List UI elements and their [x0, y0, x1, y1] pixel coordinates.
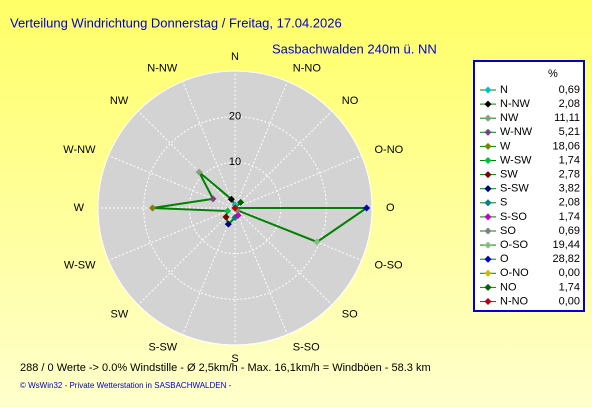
legend-marker — [484, 86, 492, 94]
direction-label: W-NW — [63, 144, 96, 156]
legend-marker — [484, 269, 492, 277]
marker — [224, 207, 232, 215]
direction-label: S — [231, 353, 238, 365]
legend-label: W-NW — [500, 126, 533, 138]
legend-value: 18,06 — [552, 140, 580, 152]
legend-marker — [484, 156, 492, 165]
legend-label: W-SW — [500, 154, 532, 166]
marker — [363, 204, 371, 212]
legend-label: N — [500, 84, 508, 96]
footer: 288 / 0 Werte -> 0.0% Windstille - Ø 2,5… — [20, 362, 431, 374]
direction-label: N-NO — [293, 62, 322, 74]
direction-label: W-SW — [64, 260, 96, 272]
legend-label: N-NW — [500, 98, 531, 110]
legend-value: 1,74 — [559, 154, 580, 166]
legend-label: NW — [500, 112, 519, 124]
legend-value: 5,21 — [559, 126, 580, 138]
legend-marker — [484, 241, 492, 249]
direction-label: S-SW — [148, 341, 177, 353]
legend-marker — [484, 297, 492, 306]
spoke — [137, 110, 236, 209]
copyright: © WsWin32 - Private Wetterstation in SAS… — [20, 381, 232, 390]
chart-title: Verteilung Windrichtung Donnerstag / Fre… — [10, 15, 342, 30]
legend-marker — [484, 185, 492, 193]
direction-label: SW — [110, 309, 128, 321]
spoke — [234, 207, 333, 306]
marker — [148, 204, 157, 212]
spoke — [234, 81, 288, 209]
legend-marker — [484, 255, 492, 263]
direction-label: N-NW — [147, 62, 178, 74]
direction-label: NW — [110, 95, 129, 107]
direction-label: NO — [342, 95, 359, 107]
legend-value: 28,82 — [552, 253, 580, 265]
legend-marker — [484, 100, 492, 108]
legend-label: SW — [500, 169, 518, 181]
legend-value: 2,08 — [559, 197, 580, 209]
legend-value: 19,44 — [552, 239, 580, 251]
legend-label: S-SW — [500, 183, 529, 195]
spoke — [108, 155, 236, 209]
spoke — [137, 207, 236, 306]
legend-box — [473, 60, 585, 312]
legend-value: 0,00 — [559, 295, 580, 307]
legend-label: NO — [500, 281, 517, 293]
legend-label: N-NO — [500, 295, 529, 307]
spoke — [182, 81, 236, 209]
legend-value: 0,00 — [559, 267, 580, 279]
direction-label: O-SO — [375, 260, 404, 272]
legend-label: SO — [500, 225, 516, 237]
legend-label: S-SO — [500, 211, 527, 223]
legend-value: 3,82 — [559, 183, 580, 195]
direction-label: S-SO — [293, 341, 320, 353]
legend-value: 0,69 — [559, 84, 580, 96]
marker — [313, 238, 321, 246]
direction-label: SO — [342, 309, 358, 321]
legend-value: 2,78 — [559, 169, 580, 181]
marker — [222, 213, 230, 221]
marker — [237, 198, 245, 206]
marker — [209, 195, 217, 203]
legend-marker — [484, 227, 492, 235]
marker — [227, 195, 235, 203]
legend-marker — [484, 128, 492, 136]
legend-label: S — [500, 197, 507, 209]
legend-value: 11,11 — [554, 112, 580, 124]
legend-marker — [484, 114, 492, 122]
spoke — [234, 110, 333, 209]
chart-subtitle: Sasbachwalden 240m ü. NN — [272, 41, 437, 56]
legend-label: O — [500, 253, 509, 265]
marker — [231, 204, 239, 212]
legend-value: 2,08 — [559, 98, 580, 110]
legend-value: 1,74 — [559, 211, 580, 223]
legend-label: O-SO — [500, 239, 529, 251]
spoke — [182, 207, 236, 335]
legend-marker — [484, 142, 492, 150]
marker — [195, 168, 203, 176]
marker — [234, 211, 242, 219]
legend-marker — [484, 199, 492, 207]
legend-marker — [484, 283, 492, 291]
legend-label: W — [500, 140, 511, 152]
spoke — [234, 207, 288, 335]
legend-label: O-NO — [500, 267, 529, 279]
r-tick-label: 20 — [229, 111, 241, 123]
legend-marker — [484, 171, 492, 179]
direction-label: W — [74, 202, 85, 214]
spoke — [108, 207, 236, 261]
direction-label: N — [231, 51, 239, 63]
legend-marker — [484, 213, 492, 221]
direction-label: O — [386, 202, 395, 214]
direction-label: O-NO — [375, 144, 404, 156]
legend-value: 0,69 — [559, 225, 580, 237]
r-tick-label: 10 — [229, 156, 241, 168]
marker — [224, 220, 232, 228]
legend-header: % — [548, 68, 558, 80]
legend-value: 1,74 — [559, 281, 580, 293]
spoke — [234, 155, 362, 209]
